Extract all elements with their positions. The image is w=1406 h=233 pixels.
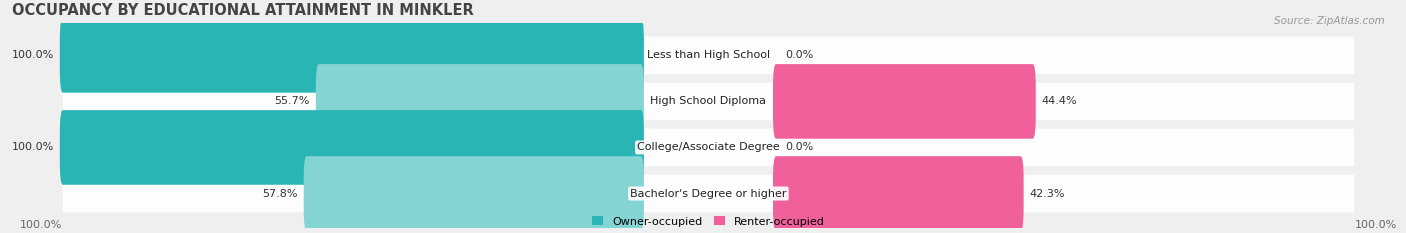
FancyBboxPatch shape: [316, 64, 644, 139]
FancyBboxPatch shape: [304, 156, 644, 231]
Text: Less than High School: Less than High School: [647, 50, 770, 60]
Text: OCCUPANCY BY EDUCATIONAL ATTAINMENT IN MINKLER: OCCUPANCY BY EDUCATIONAL ATTAINMENT IN M…: [13, 3, 474, 18]
FancyBboxPatch shape: [63, 82, 1354, 120]
Text: Bachelor's Degree or higher: Bachelor's Degree or higher: [630, 188, 787, 199]
Text: 42.3%: 42.3%: [1029, 188, 1066, 199]
FancyBboxPatch shape: [63, 129, 1354, 166]
Text: 57.8%: 57.8%: [262, 188, 298, 199]
Text: College/Associate Degree: College/Associate Degree: [637, 142, 780, 152]
Text: Source: ZipAtlas.com: Source: ZipAtlas.com: [1274, 16, 1385, 26]
Legend: Owner-occupied, Renter-occupied: Owner-occupied, Renter-occupied: [592, 216, 824, 226]
Text: 100.0%: 100.0%: [11, 50, 53, 60]
Text: 100.0%: 100.0%: [20, 220, 62, 230]
Text: 44.4%: 44.4%: [1042, 96, 1077, 106]
Text: 0.0%: 0.0%: [786, 50, 814, 60]
Text: High School Diploma: High School Diploma: [651, 96, 766, 106]
Text: 0.0%: 0.0%: [786, 142, 814, 152]
FancyBboxPatch shape: [63, 175, 1354, 212]
FancyBboxPatch shape: [60, 18, 644, 93]
Text: 100.0%: 100.0%: [1355, 220, 1398, 230]
Text: 100.0%: 100.0%: [11, 142, 53, 152]
FancyBboxPatch shape: [773, 64, 1036, 139]
FancyBboxPatch shape: [63, 37, 1354, 74]
FancyBboxPatch shape: [60, 110, 644, 185]
FancyBboxPatch shape: [773, 156, 1024, 231]
Text: 55.7%: 55.7%: [274, 96, 309, 106]
